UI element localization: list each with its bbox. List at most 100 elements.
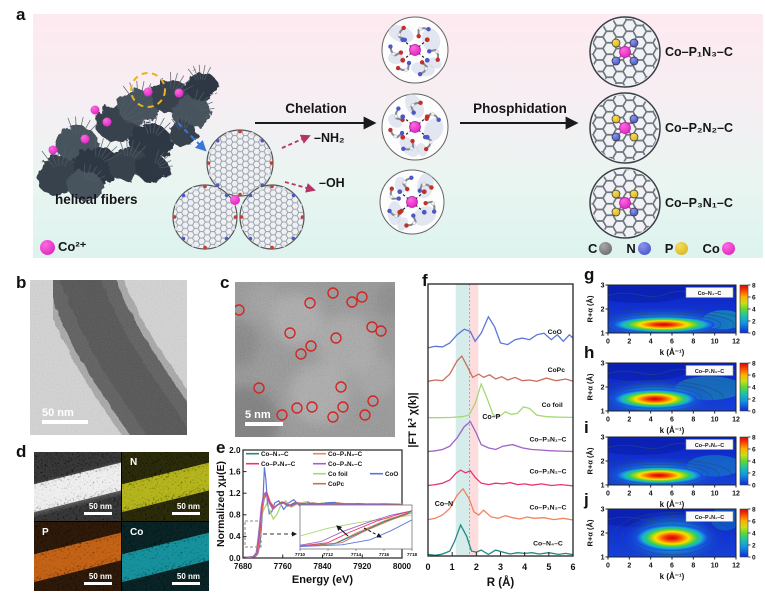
helical-fibers-label: helical fibers [55,192,138,207]
chelation-label: Chelation [285,101,347,116]
o-or-n-atom [423,200,428,206]
edge-group-atom [291,193,296,198]
single-atom-marker [330,332,342,344]
y-tick: 2 [601,459,605,466]
edge-group-atom [231,226,235,231]
single-atom-marker [367,395,379,407]
single-atom-marker [295,348,307,360]
co2-ion-legend: Co²⁺ [40,239,87,255]
x-tick: 7760 [274,562,293,571]
x-axis-label: k (Å⁻¹) [660,348,685,357]
x-axis-label: R (Å) [487,576,515,589]
o-or-n-atom [427,49,432,54]
x-tick: 4 [649,491,653,498]
x-tick: 2 [627,491,631,498]
annotation: Co–P [482,414,500,421]
edge-group-atom [242,226,246,231]
edge-group-atom [298,226,302,231]
o-or-n-atom [399,130,405,136]
x-tick: 10 [711,563,719,570]
panel-label-a: a [16,5,26,24]
co-center-atom [409,121,421,133]
x-tick: 10 [711,491,719,498]
co-center-atom [409,44,421,56]
atom-legend-item-c: C [588,241,613,256]
contour-line [608,311,735,333]
eds-map-N: N 50 nm [122,452,209,521]
x-tick: 0 [425,562,430,572]
graphene-fiber-cross-section [172,129,305,250]
x-tick: 1 [450,562,455,572]
colorbar-tick: 4 [752,530,756,537]
co-single-atom [619,46,631,58]
edge-group-atom [214,243,219,247]
oh-label: –OH [319,176,345,190]
x-tick: 0 [606,563,610,570]
o-or-n-atom [410,138,415,144]
legend-label: Co–N₄–C [261,451,289,458]
element-label: P [42,527,49,538]
co-single-atom [619,197,631,209]
x-tick: 0 [606,339,610,346]
co-ion-dot [174,88,184,98]
x-tick: 4 [649,563,653,570]
h-atom [421,182,426,187]
edge-group-atom [215,183,220,188]
x-tick: 8 [691,339,695,346]
contour-line [608,458,733,485]
scale-bar [245,422,283,426]
contour-line [608,313,722,333]
y-tick: 3 [601,283,605,290]
single-atom-marker [284,327,296,339]
y-tick: 0.0 [229,554,241,563]
scale-bar [84,582,112,585]
y-tick: 3 [601,507,605,514]
x-tick: 7680 [234,562,253,571]
legend-label: Co foil [328,471,348,478]
scale-bar-label: 5 nm [245,409,271,421]
edge-group-atom [175,226,179,231]
h-atom [404,67,408,72]
x-tick: 4 [649,339,653,346]
y-tick: 1 [601,483,605,490]
edge-group-atom [291,236,296,241]
scale-bar [84,512,112,515]
edge-group-atom [239,215,244,219]
edge-region-box [244,520,262,548]
contour-line [621,516,723,557]
n-atom-swatch [637,242,651,255]
n-atom [611,56,621,66]
nh2-arrow [281,134,311,149]
edge-group-atom [242,203,246,208]
series-Co–N₄–C [427,523,574,556]
legend-label: Co–P₂N₂–C [261,461,296,468]
sample-label: Co–N₄–C [698,291,722,297]
x-tick: 6 [670,339,674,346]
colorbar-tick: 6 [752,446,756,453]
x-tick: 2 [474,562,479,572]
inset-x-tick: 7712 [323,552,334,557]
plot-bg [428,284,573,556]
dashed-highlight-circle [130,72,166,108]
edge-group-atom [258,187,263,191]
x-tick: 2 [627,563,631,570]
series-label: Co–P₂N₂–C [530,468,567,475]
n-atom [629,114,639,124]
x-tick: 12 [732,339,740,346]
colorbar-tick: 0 [752,482,756,489]
scale-bar [42,420,88,424]
o-or-n-atom [416,33,421,39]
edge-group-atom [238,192,242,197]
product-label-p2n2: Co–P₂N₂–C [665,121,734,135]
co-atom-swatch [721,242,735,255]
x-axis-label: Energy (eV) [292,574,353,586]
co-center-atom [406,196,418,208]
edge-group-atom [203,184,207,189]
edge-group-atom [233,215,238,219]
h-atom [428,140,433,145]
y-tick: 1 [601,409,605,416]
x-tick: 12 [732,491,740,498]
